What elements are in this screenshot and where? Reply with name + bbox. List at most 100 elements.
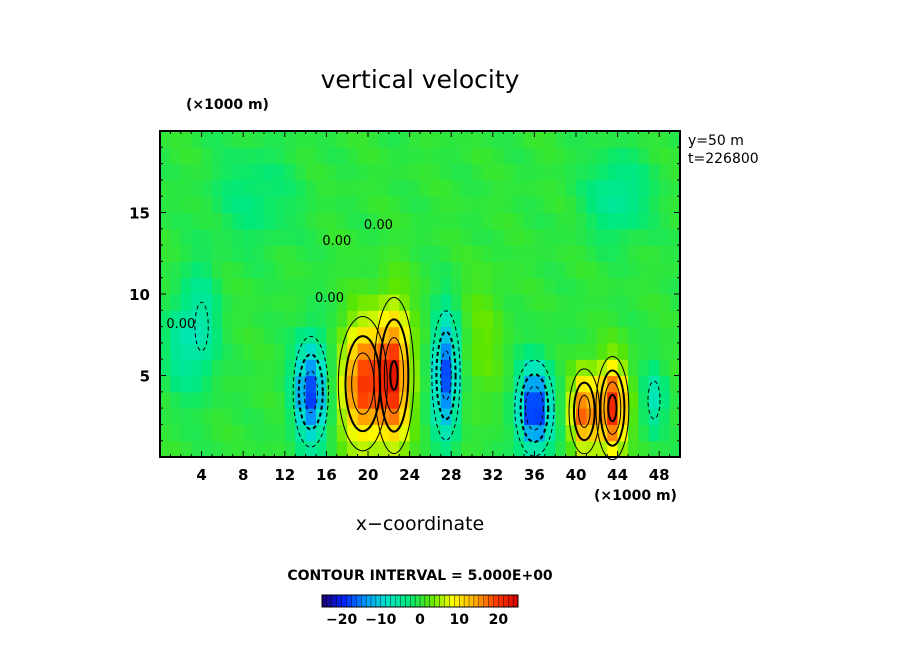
heatmap-cell [264, 228, 275, 246]
heatmap-cell [253, 245, 265, 262]
heatmap-cell [212, 391, 223, 409]
heatmap-cell [440, 212, 452, 230]
heatmap-cell [347, 261, 359, 279]
heatmap-cell [368, 163, 379, 181]
heatmap-cell [201, 391, 213, 409]
heatmap-cell [503, 440, 515, 458]
heatmap-cell [648, 228, 660, 246]
heatmap-cell [243, 375, 255, 393]
heatmap-cell [399, 163, 411, 181]
heatmap-cell [201, 440, 213, 458]
heatmap-cell [638, 375, 650, 393]
heatmap-cell [409, 147, 421, 165]
heatmap-cell [472, 440, 483, 458]
heatmap-cell [596, 212, 608, 230]
heatmap-cell [274, 391, 286, 409]
heatmap-cell [534, 147, 546, 165]
heatmap-cell [555, 391, 567, 409]
heatmap-cell [243, 261, 255, 279]
heatmap-cell [430, 196, 442, 214]
heatmap-cell [357, 375, 369, 393]
contour-line [603, 381, 622, 435]
heatmap-cell [482, 359, 494, 377]
heatmap-cell [243, 131, 255, 148]
heatmap-cell [492, 228, 504, 246]
heatmap-cell [191, 131, 203, 148]
zero-contour-labels: 0.00 0.00 0.00 0.00 [166, 218, 393, 332]
heatmap-cell [357, 131, 369, 148]
heatmap-cell [409, 310, 421, 328]
heatmap-cell [180, 342, 192, 360]
heatmap-cell [513, 424, 525, 442]
heatmap-cell [295, 310, 307, 328]
contour-line [524, 385, 544, 431]
heatmap-cell [170, 294, 182, 311]
colorbar-swatch [351, 594, 357, 608]
heatmap-cell [357, 424, 369, 442]
contour-line [194, 301, 209, 352]
heatmap-cell [347, 228, 359, 246]
heatmap-cell [368, 131, 379, 148]
heatmap-cell [524, 277, 535, 295]
heatmap-cell [368, 261, 379, 279]
heatmap-cell [513, 228, 525, 246]
heatmap-cell [170, 440, 182, 458]
heatmap-cell [524, 375, 535, 393]
heatmap-cell [212, 261, 223, 279]
colorbar-swatch [454, 594, 460, 608]
heatmap-cell [472, 245, 483, 262]
heatmap-cell [513, 163, 525, 181]
heatmap-cell [160, 440, 171, 458]
heatmap-cell [586, 408, 598, 425]
heatmap-cell [482, 391, 494, 409]
heatmap-cell [409, 277, 421, 295]
heatmap-cell [399, 359, 411, 377]
heatmap-cell [305, 212, 317, 230]
heatmap-cell [222, 294, 234, 311]
heatmap-cell [451, 179, 463, 197]
heatmap-cell [347, 277, 359, 295]
heatmap-cell [638, 245, 650, 262]
heatmap-cell [544, 375, 556, 393]
chart-title: vertical velocity [321, 65, 520, 94]
colorbar-swatch [331, 594, 338, 608]
heatmap-cell [524, 131, 535, 148]
heatmap-cell [316, 212, 327, 230]
heatmap-cell [628, 440, 639, 458]
heatmap-cell [565, 440, 577, 458]
heatmap-cell [201, 294, 213, 311]
heatmap-cell [555, 408, 567, 425]
heatmap-cell [617, 147, 629, 165]
heatmap-cell [420, 163, 431, 181]
heatmap-cell [232, 359, 244, 377]
heatmap-cell [534, 163, 546, 181]
colorbar-swatch [414, 594, 421, 608]
heatmap-cell [440, 440, 452, 458]
heatmap-cell [576, 228, 587, 246]
heatmap-cell [576, 294, 587, 311]
colorbar-swatch [341, 594, 348, 608]
heatmap-cell [305, 245, 317, 262]
heatmap-cell [388, 147, 400, 165]
contour-line [578, 394, 591, 428]
heatmap-cell [170, 342, 182, 360]
heatmap-cell [607, 196, 619, 214]
heatmap-cell [472, 408, 483, 425]
heatmap-cell [243, 294, 255, 311]
heatmap-cell [534, 261, 546, 279]
heatmap-cell [659, 326, 671, 344]
heatmap-cell [659, 228, 671, 246]
heatmap-cell [472, 163, 483, 181]
heatmap-cell [305, 179, 317, 197]
heatmap-cell [160, 179, 171, 197]
heatmap-cell [544, 277, 556, 295]
heatmap-cell [295, 408, 307, 425]
heatmap-cell [316, 131, 327, 148]
heatmap-cell [524, 310, 535, 328]
heatmap-cell [347, 440, 359, 458]
heatmap-cell [409, 424, 421, 442]
heatmap-cell [316, 294, 327, 311]
colorbar-swatch [346, 594, 352, 608]
heatmap-cell [160, 391, 171, 409]
heatmap-cell [357, 261, 369, 279]
